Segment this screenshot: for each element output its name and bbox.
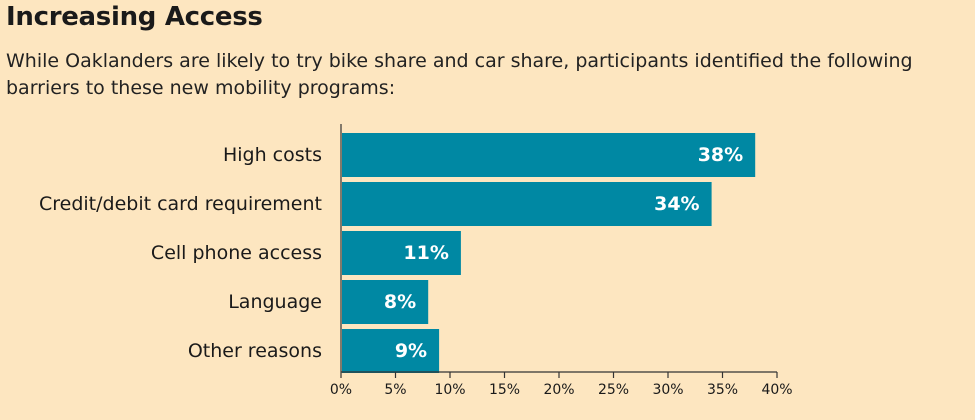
bar: [342, 280, 429, 324]
x-tick-label: 30%: [652, 382, 683, 398]
value-labels: 38% 34% 11% 8% 9%: [384, 144, 743, 362]
x-tick-label: 0%: [330, 382, 352, 398]
x-tick-label: 20%: [543, 382, 574, 398]
value-label: 34%: [654, 193, 699, 215]
x-tick-label: 15%: [489, 382, 520, 398]
category-label: High costs: [223, 144, 322, 166]
category-label: Other reasons: [188, 340, 322, 362]
x-tick-label: 40%: [761, 382, 792, 398]
category-label: Language: [228, 291, 322, 313]
category-labels: High costs Credit/debit card requirement C…: [39, 144, 322, 362]
chart-subtitle: While Oaklanders are likely to try bike …: [6, 50, 913, 99]
x-tick-label: 10%: [434, 382, 465, 398]
value-label: 38%: [698, 144, 743, 166]
bars: [342, 133, 756, 373]
bar: [342, 133, 756, 177]
value-label: 9%: [395, 340, 427, 362]
x-tick-label: 35%: [707, 382, 738, 398]
bar: [342, 231, 461, 275]
x-tick-label: 25%: [598, 382, 629, 398]
chart-title: Increasing Access: [6, 2, 263, 32]
value-label: 8%: [384, 291, 416, 313]
bar: [342, 329, 440, 373]
value-label: 11%: [403, 242, 448, 264]
x-tick-label: 5%: [384, 382, 406, 398]
bar: [342, 182, 712, 226]
category-label: Cell phone access: [151, 242, 322, 264]
x-axis: 0% 5% 10% 15% 20% 25% 30% 35% 40%: [330, 371, 793, 398]
category-label: Credit/debit card requirement: [39, 193, 322, 215]
